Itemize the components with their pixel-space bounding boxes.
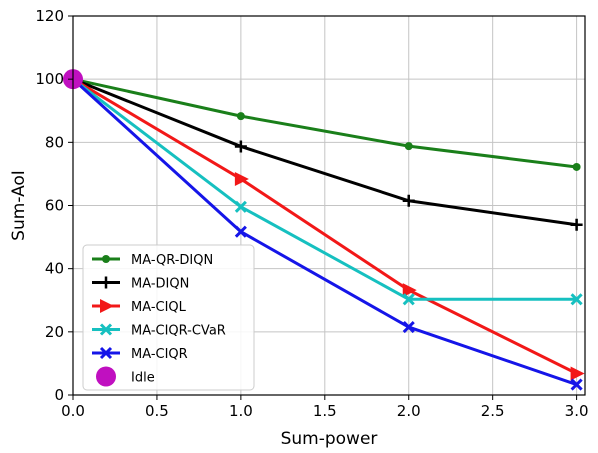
data-point [234, 140, 247, 153]
legend-label: MA-CIQL [131, 300, 187, 315]
legend-item: MA-CIQR-CVaR [92, 323, 226, 339]
x-tick-label: 0.5 [145, 402, 169, 420]
x-tick-label: 1.0 [229, 402, 253, 420]
data-point [402, 194, 415, 207]
y-tick-label: 20 [45, 323, 64, 341]
legend-marker [102, 255, 110, 263]
series-line [72, 77, 577, 169]
series-line [72, 77, 577, 301]
x-tick-label: 1.5 [313, 402, 337, 420]
legend-marker [100, 276, 112, 289]
x-tick-label: 2.0 [397, 402, 421, 420]
legend: MA-QR-DIQN MA-DIQN MA-CIQL MA-CIQR-CVaR MA-C… [82, 244, 255, 391]
legend-label: MA-CIQR-CVaR [131, 324, 226, 339]
series-line [72, 77, 578, 375]
legend-item: MA-CIQL [92, 299, 187, 315]
legend-box [82, 244, 255, 391]
series-line [71, 78, 578, 386]
legend-label: MA-QR-DIQN [131, 253, 213, 268]
data-point [570, 293, 583, 306]
x-tick-label: 0.0 [61, 402, 85, 420]
data-point [402, 293, 415, 306]
y-tick-label: 60 [45, 197, 64, 215]
data-point [570, 218, 583, 231]
data-point [404, 142, 413, 151]
plot-frame [72, 15, 586, 396]
legend-item: MA-DIQN [92, 276, 189, 292]
legend-marker [99, 346, 113, 360]
y-tick-label: 100 [35, 70, 64, 88]
axis-ticks: 0.0 0.5 1.0 1.5 2.0 2.5 3.0 0 20 40 60 80 100 120 [35, 7, 588, 420]
legend-marker [96, 366, 116, 387]
x-axis-label: Sum-power [281, 429, 378, 449]
legend-marker [99, 323, 113, 336]
data-point [570, 366, 585, 381]
y-tick-label: 40 [45, 260, 64, 278]
data-point [572, 162, 581, 171]
data-point [234, 225, 247, 238]
y-tick-label: 0 [54, 386, 64, 404]
legend-label: MA-CIQR [131, 347, 188, 362]
y-axis-label: Sum-AoI [9, 170, 29, 241]
x-tick-label: 2.5 [481, 402, 505, 420]
data-point [570, 378, 583, 391]
legend-marker [100, 299, 114, 313]
data-point [402, 321, 415, 334]
legend-item: MA-CIQR [92, 346, 188, 362]
series-line [72, 77, 577, 227]
legend-label: Idle [131, 371, 155, 386]
data-point [402, 283, 417, 298]
legend-item: Idle [96, 366, 155, 387]
y-tick-label: 80 [45, 133, 64, 151]
data-point [236, 112, 245, 121]
legend-label: MA-DIQN [131, 277, 189, 292]
data-point [234, 171, 249, 186]
legend-item: MA-QR-DIQN [92, 253, 213, 268]
y-tick-label: 120 [35, 7, 64, 25]
x-tick-label: 3.0 [565, 402, 589, 420]
data-point [234, 200, 247, 213]
